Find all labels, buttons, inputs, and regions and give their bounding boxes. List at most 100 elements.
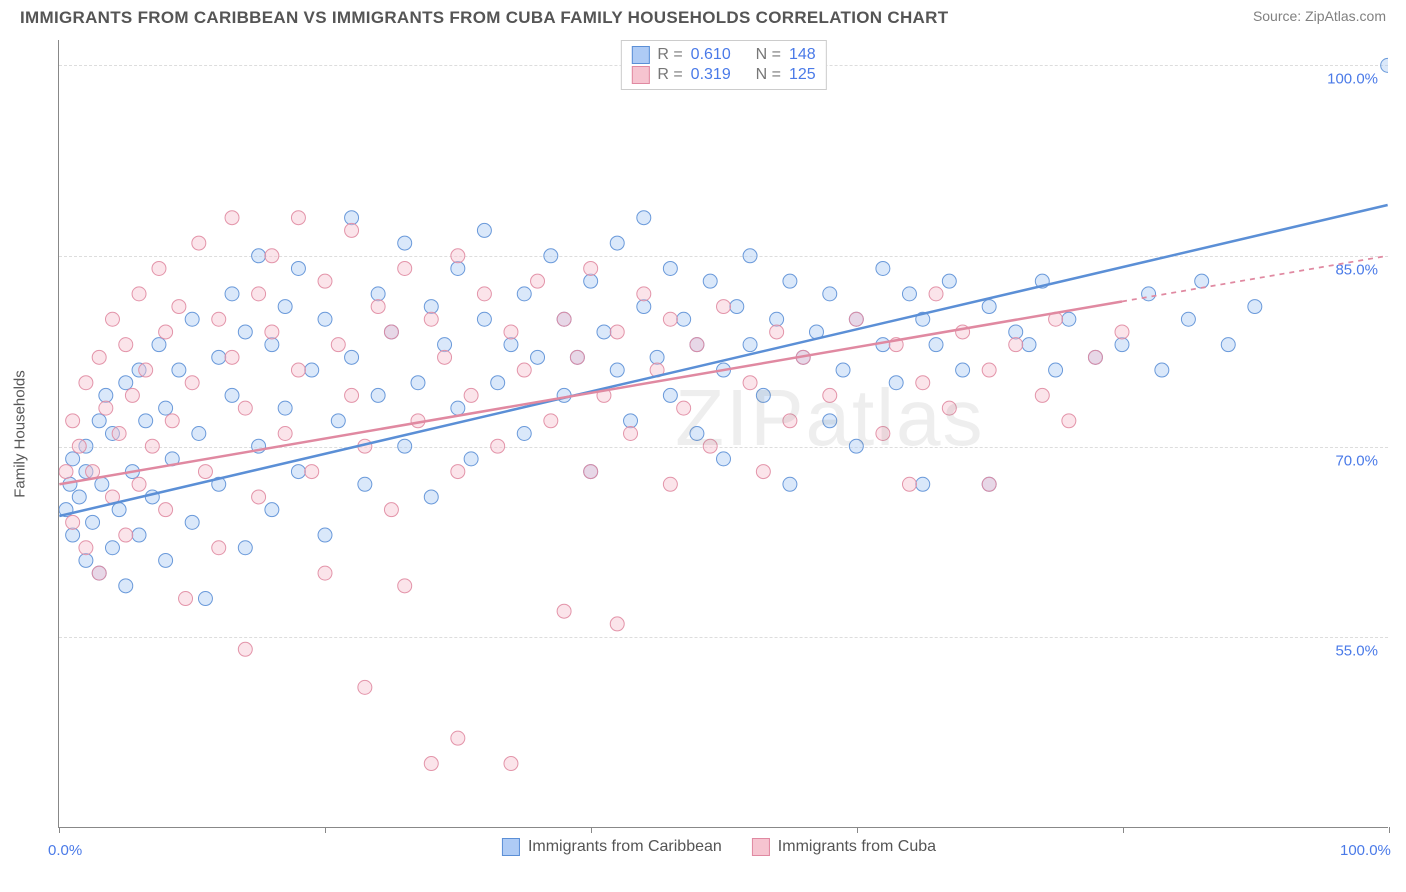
scatter-point-caribbean bbox=[956, 363, 970, 377]
scatter-point-cuba bbox=[198, 465, 212, 479]
scatter-point-cuba bbox=[291, 211, 305, 225]
scatter-point-cuba bbox=[570, 350, 584, 364]
scatter-point-cuba bbox=[66, 414, 80, 428]
scatter-point-caribbean bbox=[650, 350, 664, 364]
legend-n-label: N = bbox=[756, 66, 781, 84]
scatter-point-cuba bbox=[72, 439, 86, 453]
scatter-point-cuba bbox=[119, 528, 133, 542]
scatter-point-cuba bbox=[584, 465, 598, 479]
scatter-point-cuba bbox=[59, 465, 73, 479]
scatter-point-cuba bbox=[504, 757, 518, 771]
scatter-point-caribbean bbox=[902, 287, 916, 301]
scatter-point-cuba bbox=[902, 477, 916, 491]
scatter-point-caribbean bbox=[637, 300, 651, 314]
legend-stats-row: R = 0.319 N = 125 bbox=[631, 65, 815, 85]
scatter-point-cuba bbox=[225, 211, 239, 225]
scatter-point-cuba bbox=[610, 325, 624, 339]
scatter-point-cuba bbox=[384, 325, 398, 339]
legend-series-item: Immigrants from Cuba bbox=[752, 838, 936, 856]
scatter-point-cuba bbox=[584, 261, 598, 275]
scatter-point-cuba bbox=[624, 427, 638, 441]
scatter-point-cuba bbox=[145, 439, 159, 453]
scatter-point-caribbean bbox=[438, 338, 452, 352]
scatter-point-caribbean bbox=[610, 363, 624, 377]
scatter-point-caribbean bbox=[92, 414, 106, 428]
scatter-point-cuba bbox=[79, 541, 93, 555]
scatter-point-caribbean bbox=[345, 211, 359, 225]
scatter-point-caribbean bbox=[1155, 363, 1169, 377]
scatter-point-cuba bbox=[358, 680, 372, 694]
legend-swatch bbox=[631, 66, 649, 84]
scatter-point-caribbean bbox=[1195, 274, 1209, 288]
scatter-point-caribbean bbox=[371, 287, 385, 301]
scatter-point-caribbean bbox=[371, 388, 385, 402]
scatter-point-cuba bbox=[517, 363, 531, 377]
scatter-point-cuba bbox=[703, 439, 717, 453]
scatter-point-caribbean bbox=[663, 261, 677, 275]
legend-n-label: N = bbox=[756, 46, 781, 64]
scatter-point-caribbean bbox=[451, 401, 465, 415]
scatter-point-cuba bbox=[783, 414, 797, 428]
scatter-point-cuba bbox=[305, 465, 319, 479]
scatter-point-caribbean bbox=[703, 274, 717, 288]
scatter-point-cuba bbox=[238, 642, 252, 656]
scatter-point-cuba bbox=[451, 249, 465, 263]
scatter-point-caribbean bbox=[1142, 287, 1156, 301]
scatter-point-caribbean bbox=[139, 414, 153, 428]
scatter-point-cuba bbox=[92, 350, 106, 364]
scatter-point-caribbean bbox=[112, 503, 126, 517]
xtick-mark bbox=[59, 827, 60, 833]
scatter-point-cuba bbox=[743, 376, 757, 390]
scatter-point-caribbean bbox=[1022, 338, 1036, 352]
scatter-point-caribbean bbox=[238, 325, 252, 339]
scatter-point-cuba bbox=[159, 503, 173, 517]
scatter-point-caribbean bbox=[1049, 363, 1063, 377]
scatter-point-cuba bbox=[717, 300, 731, 314]
scatter-point-caribbean bbox=[99, 388, 113, 402]
scatter-point-cuba bbox=[185, 376, 199, 390]
scatter-point-caribbean bbox=[86, 515, 100, 529]
scatter-point-caribbean bbox=[398, 439, 412, 453]
scatter-point-cuba bbox=[159, 325, 173, 339]
scatter-point-cuba bbox=[942, 401, 956, 415]
scatter-point-cuba bbox=[152, 261, 166, 275]
scatter-point-caribbean bbox=[278, 300, 292, 314]
scatter-point-cuba bbox=[451, 731, 465, 745]
scatter-point-caribbean bbox=[185, 312, 199, 326]
scatter-point-caribbean bbox=[663, 388, 677, 402]
scatter-point-cuba bbox=[1009, 338, 1023, 352]
scatter-point-caribbean bbox=[291, 465, 305, 479]
scatter-point-cuba bbox=[876, 427, 890, 441]
scatter-point-cuba bbox=[165, 414, 179, 428]
scatter-point-caribbean bbox=[876, 261, 890, 275]
scatter-point-caribbean bbox=[464, 452, 478, 466]
xtick-label-left: 0.0% bbox=[48, 842, 82, 859]
scatter-point-cuba bbox=[770, 325, 784, 339]
scatter-point-cuba bbox=[398, 579, 412, 593]
legend-r-value: 0.319 bbox=[691, 66, 731, 84]
scatter-point-cuba bbox=[823, 388, 837, 402]
xtick-mark bbox=[857, 827, 858, 833]
scatter-point-cuba bbox=[139, 363, 153, 377]
scatter-point-caribbean bbox=[770, 312, 784, 326]
scatter-point-cuba bbox=[125, 388, 139, 402]
scatter-point-cuba bbox=[1115, 325, 1129, 339]
scatter-point-cuba bbox=[291, 363, 305, 377]
scatter-point-cuba bbox=[66, 515, 80, 529]
scatter-point-caribbean bbox=[504, 338, 518, 352]
scatter-point-cuba bbox=[398, 261, 412, 275]
xtick-mark bbox=[591, 827, 592, 833]
scatter-point-cuba bbox=[225, 350, 239, 364]
scatter-point-caribbean bbox=[717, 452, 731, 466]
scatter-point-cuba bbox=[252, 490, 266, 504]
scatter-point-caribbean bbox=[198, 592, 212, 606]
scatter-point-cuba bbox=[318, 274, 332, 288]
scatter-point-caribbean bbox=[451, 261, 465, 275]
scatter-point-caribbean bbox=[152, 338, 166, 352]
scatter-point-cuba bbox=[105, 312, 119, 326]
scatter-point-cuba bbox=[238, 401, 252, 415]
scatter-point-cuba bbox=[1062, 414, 1076, 428]
scatter-point-caribbean bbox=[212, 350, 226, 364]
legend-stats-box: R = 0.610 N = 148R = 0.319 N = 125 bbox=[620, 40, 826, 90]
scatter-point-caribbean bbox=[225, 388, 239, 402]
